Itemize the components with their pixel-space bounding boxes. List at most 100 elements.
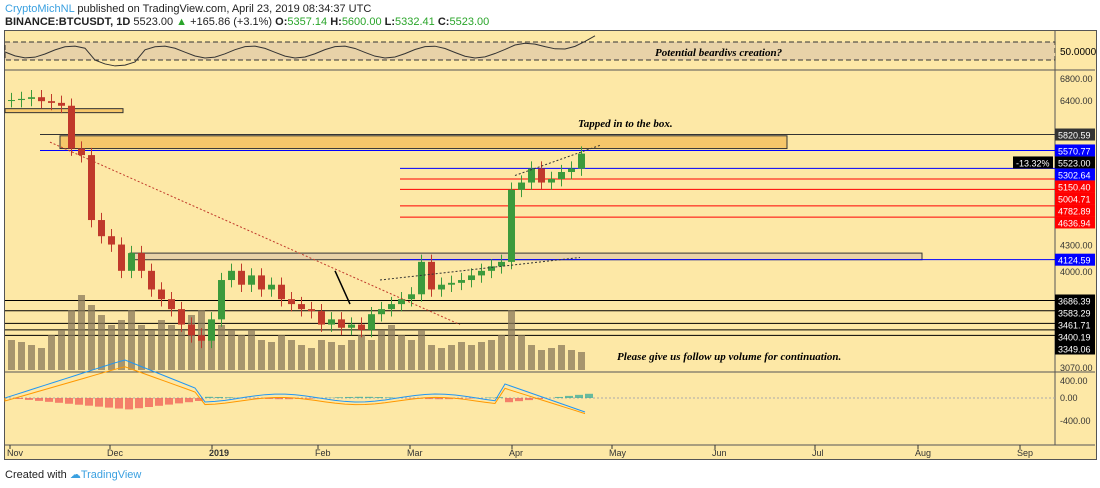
macd-hist [425, 398, 433, 400]
volume-bar [18, 342, 25, 370]
price-tick: 6400.00 [1060, 96, 1093, 106]
volume-bar [418, 330, 425, 370]
volume-bar [228, 330, 235, 370]
volume-bar [518, 335, 525, 370]
support-box [129, 252, 923, 261]
macd-hist [65, 398, 73, 404]
author-link[interactable]: CryptoMichNL [5, 3, 75, 15]
candle-body [168, 299, 175, 310]
level-label: 3400.19 [1058, 333, 1091, 343]
candle-body [528, 168, 535, 183]
resistance-box [59, 135, 788, 150]
price-tick: 6800.00 [1060, 74, 1093, 84]
macd-hist [85, 398, 93, 406]
macd-hist [365, 396, 373, 398]
time-tick: Apr [509, 448, 523, 458]
level-label-bg [1055, 144, 1095, 157]
volume-bar [328, 342, 335, 370]
volume-bar [308, 348, 315, 370]
macd-hist [565, 395, 573, 398]
level-label: 4782.89 [1058, 206, 1091, 216]
level-label: 3349.06 [1058, 345, 1091, 355]
low-label: L: [384, 16, 396, 28]
candle-body [558, 172, 565, 179]
macd-hist [135, 398, 143, 409]
macd-hist [165, 398, 173, 405]
candle-body [438, 284, 445, 290]
tradingview-logo-icon: ☁ [69, 469, 81, 481]
close-label: C: [437, 16, 450, 28]
macd-hist [335, 397, 343, 398]
volume-bar [48, 335, 55, 370]
price-tick: 4300.00 [1060, 241, 1093, 251]
volume-bar [98, 315, 105, 370]
macd-hist [15, 398, 23, 399]
macd-hist [25, 398, 33, 400]
volume-bar [388, 325, 395, 370]
candle-body [408, 294, 415, 300]
macd-hist [215, 396, 223, 398]
volume-bar [358, 335, 365, 370]
volume-bar [568, 350, 575, 370]
rsi-line [4, 35, 596, 67]
candle-body [358, 324, 365, 330]
macd-line [4, 359, 586, 413]
volume-bar [468, 345, 475, 370]
volume-bar [168, 325, 175, 370]
volume-bar [498, 335, 505, 370]
macd-hist [145, 398, 153, 407]
candle-body [128, 253, 135, 271]
volume-bar [118, 320, 125, 370]
candle-body [118, 244, 125, 271]
open-value: 5357.14 [287, 16, 328, 28]
time-tick: Aug [915, 448, 931, 458]
level-label-bg [1055, 342, 1095, 355]
pct-badge-bg [1013, 156, 1053, 169]
candle-body [548, 178, 555, 183]
publish-info: published on TradingView.com, April 23, … [74, 3, 372, 15]
level-label: 4636.94 [1058, 218, 1091, 228]
tradingview-brand[interactable]: TradingView [80, 469, 142, 481]
volume-bar [158, 320, 165, 370]
level-label-bg [1055, 156, 1095, 169]
volume-bar [558, 345, 565, 370]
volume-bar [428, 345, 435, 370]
macd-hist [205, 396, 213, 398]
candle-body [208, 319, 215, 341]
created-with: Created with [5, 469, 67, 481]
macd-hist [55, 398, 63, 403]
candle-body [198, 335, 205, 341]
macd-hist [345, 396, 353, 398]
level-label-bg [1055, 192, 1095, 205]
time-tick: Dec [107, 448, 124, 458]
candle-body [428, 261, 435, 290]
volume-bar [348, 340, 355, 370]
macd-hist [555, 396, 563, 398]
level-label: 5570.77 [1058, 146, 1091, 156]
macd-hist [305, 398, 313, 399]
level-label: 5820.59 [1058, 131, 1091, 141]
level-label-bg [1055, 216, 1095, 229]
volume-bar [528, 345, 535, 370]
ohlc-line: BINANCE:BTCUSDT, 1D 5523.00 ▲ +165.86 (+… [5, 16, 489, 28]
candle-body [148, 270, 155, 290]
macd-hist [585, 393, 593, 398]
candle-body [138, 253, 145, 271]
high-value: 5600.00 [341, 16, 382, 28]
macd-hist [195, 398, 203, 401]
macd-tick: 0.00 [1060, 393, 1078, 403]
macd-hist [435, 398, 443, 400]
high-label: H: [330, 16, 342, 28]
level-label: 3461.71 [1058, 321, 1091, 331]
price-tick: 3070.00 [1060, 363, 1093, 373]
macd-hist [175, 398, 183, 404]
candle-body [248, 275, 255, 285]
candle-body [578, 153, 585, 169]
candle-body [518, 182, 525, 190]
level-label-bg [1055, 294, 1095, 307]
candle-body [348, 324, 355, 328]
macd-hist [155, 398, 163, 406]
candle-body [228, 270, 235, 281]
volume-bar [298, 345, 305, 370]
